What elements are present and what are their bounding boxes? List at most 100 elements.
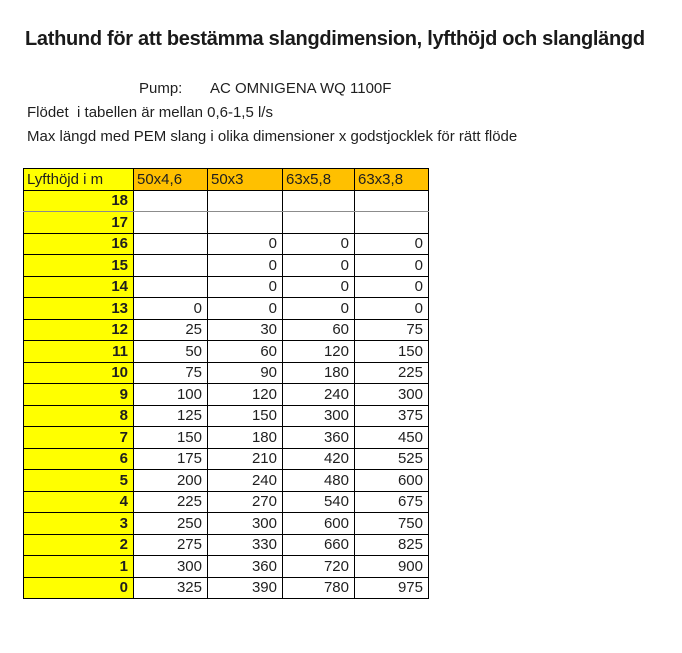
table-cell: 0 <box>207 232 283 255</box>
table-cell <box>133 254 208 277</box>
table-cell: 420 <box>282 447 355 470</box>
table-cell: 50 <box>133 340 208 363</box>
table-row: 8 125 150 300 375 <box>23 404 429 427</box>
column-header-63x5-8: 63x5,8 <box>282 168 355 191</box>
note-flow-range: Flödet i tabellen är mellan 0,6-1,5 l/s <box>27 104 273 121</box>
table-cell: 325 <box>133 576 208 599</box>
table-cell: 720 <box>282 555 355 578</box>
table-row: 5 200 240 480 600 <box>23 469 429 492</box>
table-cell: 225 <box>133 490 208 513</box>
column-header-50x4-6: 50x4,6 <box>133 168 208 191</box>
table-cell: 225 <box>354 361 429 384</box>
row-header-cell: 0 <box>23 576 134 599</box>
table-cell: 240 <box>207 469 283 492</box>
table-cell: 300 <box>354 383 429 406</box>
table-row: 10 75 90 180 225 <box>23 361 429 384</box>
pump-value: AC OMNIGENA WQ 1100F <box>210 80 392 97</box>
row-header-cell: 6 <box>23 447 134 470</box>
row-header-cell: 15 <box>23 254 134 277</box>
table-cell: 120 <box>282 340 355 363</box>
table-cell: 390 <box>207 576 283 599</box>
table-row: 2 275 330 660 825 <box>23 533 429 556</box>
table-cell: 0 <box>282 232 355 255</box>
table-body: 18 17 16 0 0 0 15 0 0 0 14 0 0 0 13 0 0 0 0 12 25 30 60 75 11 50 6… <box>23 189 429 599</box>
table-header-row: Lyfthöjd i m 50x4,6 50x3 63x5,8 63x3,8 <box>23 168 429 191</box>
table-row: 18 <box>23 189 429 212</box>
row-header-cell: 18 <box>23 189 134 212</box>
hose-length-table: Lyfthöjd i m 50x4,6 50x3 63x5,8 63x3,8 1… <box>23 168 429 599</box>
table-row: 13 0 0 0 0 <box>23 297 429 320</box>
table-cell <box>354 189 429 212</box>
table-cell <box>282 211 355 234</box>
table-cell: 0 <box>207 297 283 320</box>
table-row: 11 50 60 120 150 <box>23 340 429 363</box>
table-row: 12 25 30 60 75 <box>23 318 429 341</box>
row-header-cell: 2 <box>23 533 134 556</box>
table-cell: 0 <box>133 297 208 320</box>
table-row: 15 0 0 0 <box>23 254 429 277</box>
row-header-cell: 3 <box>23 512 134 535</box>
table-row: 17 <box>23 211 429 234</box>
table-cell: 25 <box>133 318 208 341</box>
row-header-cell: 7 <box>23 426 134 449</box>
table-row: 9 100 120 240 300 <box>23 383 429 406</box>
table-cell: 75 <box>354 318 429 341</box>
table-cell: 330 <box>207 533 283 556</box>
table-cell: 180 <box>282 361 355 384</box>
table-cell <box>133 232 208 255</box>
table-cell: 250 <box>133 512 208 535</box>
table-row: 14 0 0 0 <box>23 275 429 298</box>
table-cell: 600 <box>354 469 429 492</box>
row-header-cell: 12 <box>23 318 134 341</box>
table-row: 1 300 360 720 900 <box>23 555 429 578</box>
table-cell: 200 <box>133 469 208 492</box>
table-cell: 0 <box>207 275 283 298</box>
table-cell: 0 <box>282 297 355 320</box>
table-cell: 375 <box>354 404 429 427</box>
column-header-lyfthojd: Lyfthöjd i m <box>23 168 134 191</box>
table-cell: 60 <box>207 340 283 363</box>
row-header-cell: 16 <box>23 232 134 255</box>
table-cell: 30 <box>207 318 283 341</box>
table-cell <box>207 189 283 212</box>
table-cell: 210 <box>207 447 283 470</box>
table-cell: 240 <box>282 383 355 406</box>
table-cell: 660 <box>282 533 355 556</box>
table-cell <box>207 211 283 234</box>
column-header-50x3: 50x3 <box>207 168 283 191</box>
table-cell: 150 <box>354 340 429 363</box>
row-header-cell: 9 <box>23 383 134 406</box>
table-cell: 270 <box>207 490 283 513</box>
table-cell: 100 <box>133 383 208 406</box>
page-title: Lathund för att bestämma slangdimension,… <box>25 28 645 50</box>
pump-line: Pump: AC OMNIGENA WQ 1100F <box>139 80 682 98</box>
table-row: 3 250 300 600 750 <box>23 512 429 535</box>
table-cell: 675 <box>354 490 429 513</box>
row-header-cell: 10 <box>23 361 134 384</box>
table-cell: 975 <box>354 576 429 599</box>
table-cell: 540 <box>282 490 355 513</box>
table-cell: 0 <box>207 254 283 277</box>
row-header-cell: 17 <box>23 211 134 234</box>
table-cell: 0 <box>282 275 355 298</box>
table-cell: 480 <box>282 469 355 492</box>
table-row: 7 150 180 360 450 <box>23 426 429 449</box>
document-page: Lathund för att bestämma slangdimension,… <box>0 28 682 653</box>
row-header-cell: 5 <box>23 469 134 492</box>
table-cell: 175 <box>133 447 208 470</box>
table-cell: 600 <box>282 512 355 535</box>
table-cell: 90 <box>207 361 283 384</box>
table-cell: 300 <box>282 404 355 427</box>
row-header-cell: 13 <box>23 297 134 320</box>
table-cell: 450 <box>354 426 429 449</box>
table-cell: 150 <box>133 426 208 449</box>
table-cell: 180 <box>207 426 283 449</box>
table-cell: 900 <box>354 555 429 578</box>
table-cell: 0 <box>282 254 355 277</box>
table-cell: 780 <box>282 576 355 599</box>
table-cell: 0 <box>354 254 429 277</box>
table-cell: 825 <box>354 533 429 556</box>
table-row: 6 175 210 420 525 <box>23 447 429 470</box>
table-cell: 275 <box>133 533 208 556</box>
table-cell <box>133 275 208 298</box>
